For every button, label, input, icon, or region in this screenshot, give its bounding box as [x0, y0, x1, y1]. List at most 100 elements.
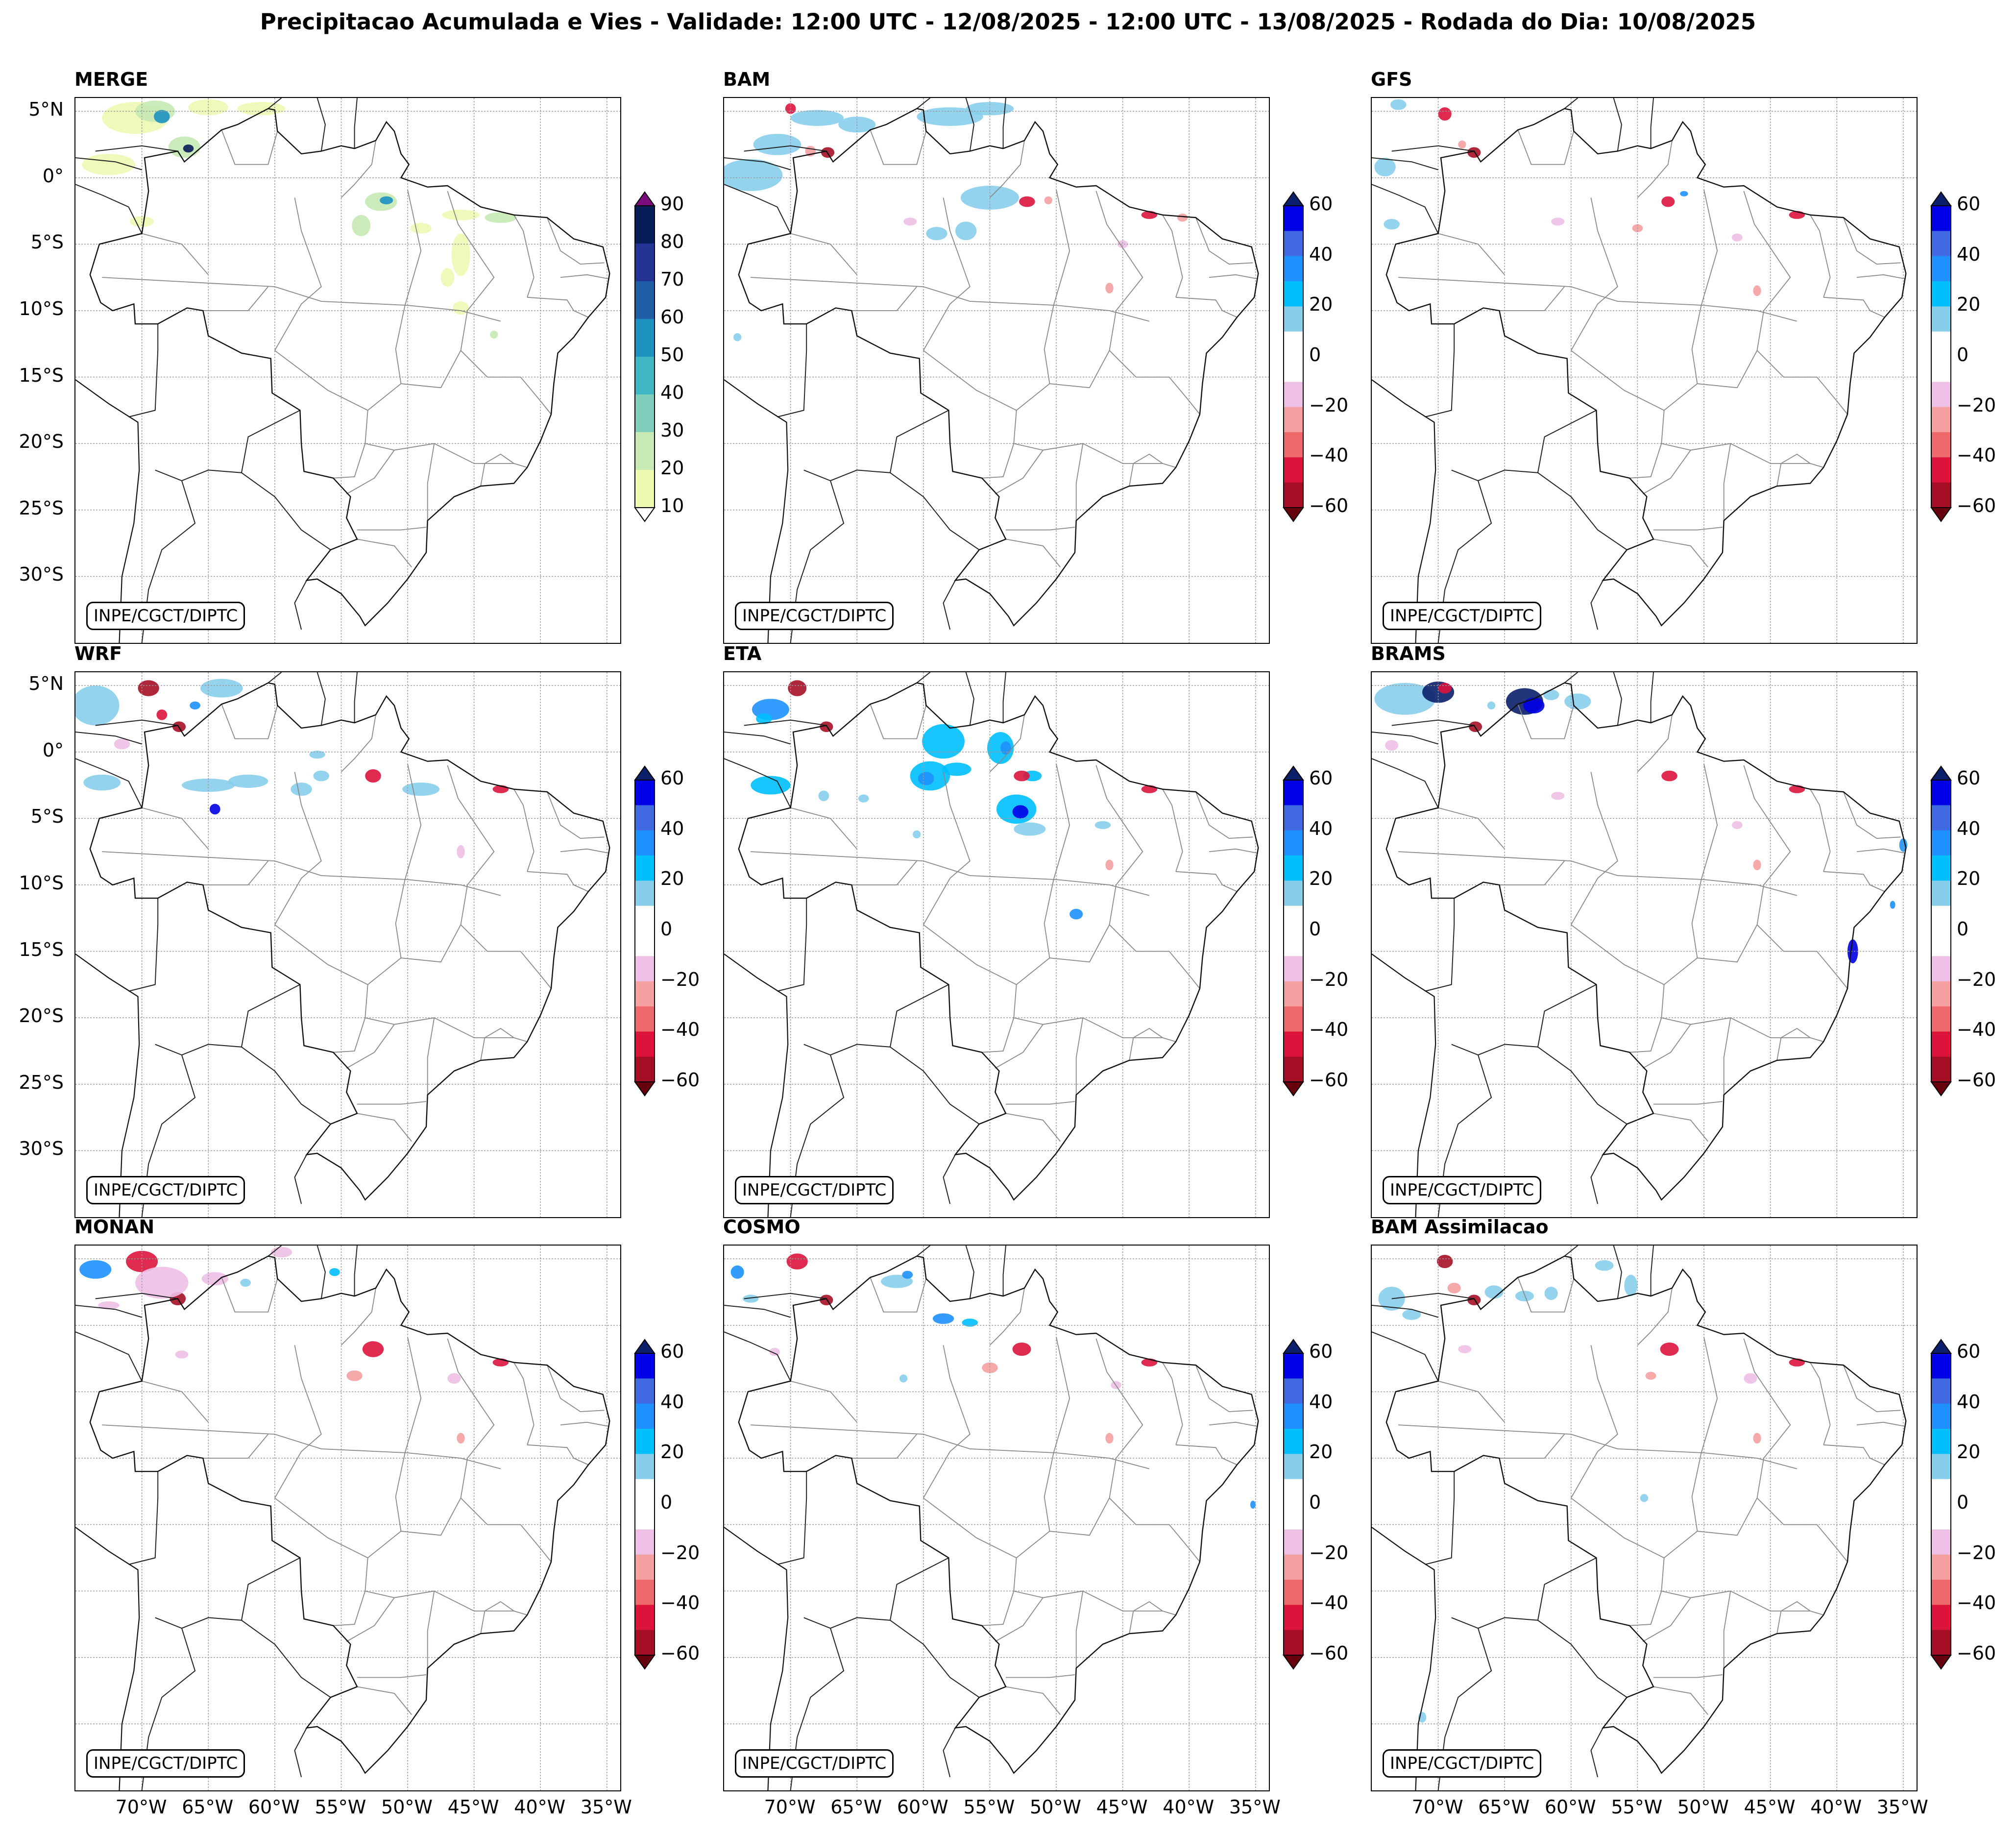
state-boundary	[1013, 924, 1176, 1042]
country-boundary	[316, 672, 326, 726]
country-boundary	[916, 1246, 931, 1257]
precip-field	[1660, 1342, 1679, 1356]
brazil-outline	[738, 682, 1259, 1201]
colorbar-label: 80	[660, 231, 684, 252]
colorbar-segment	[635, 432, 655, 470]
precip-field	[1551, 792, 1565, 800]
country-boundary	[294, 580, 307, 630]
country-boundary	[890, 1619, 980, 1698]
brazil-outline	[1385, 1255, 1907, 1774]
colorbar-segment	[1931, 1353, 1951, 1379]
colorbar-segment	[1284, 256, 1303, 282]
state-boundary	[274, 772, 322, 925]
precip-field	[1012, 1342, 1031, 1356]
precip-field	[903, 218, 917, 226]
colorbar-segment	[635, 1580, 655, 1605]
colorbar-segment	[1284, 206, 1303, 231]
latitude-label: 5°S	[30, 806, 64, 828]
state-boundary	[1629, 443, 1662, 479]
state-boundary	[1209, 274, 1257, 279]
colorbar-label: 20	[660, 457, 684, 479]
country-boundary	[181, 984, 300, 1056]
colorbar-segment	[1931, 856, 1951, 881]
brazil-outline	[89, 108, 610, 627]
precip-field	[200, 679, 243, 698]
colorbar-segment	[635, 394, 655, 433]
colorbar-label: 0	[660, 1492, 673, 1513]
country-boundary	[1391, 145, 1474, 152]
colorbar-segment	[1931, 1378, 1951, 1404]
precip-field	[1014, 770, 1030, 782]
latitude-label: 30°S	[19, 563, 64, 586]
precip-field	[820, 1295, 833, 1306]
state-boundary	[1653, 538, 1708, 567]
country-boundary	[1002, 98, 1006, 149]
precip-field	[447, 1373, 461, 1384]
precip-field	[1661, 770, 1677, 782]
colorbar-segment	[635, 830, 655, 856]
precip-field	[380, 196, 393, 204]
colorbar-under-triangle	[1930, 507, 1952, 522]
colorbar-label: 40	[660, 1391, 684, 1413]
state-boundary	[346, 1024, 395, 1069]
state-boundary	[427, 1591, 435, 1668]
colorbar-segment	[635, 1006, 655, 1032]
colorbar-label: −40	[1957, 1019, 1996, 1041]
latitude-label: 10°S	[19, 872, 64, 894]
state-boundary	[1517, 1277, 1575, 1313]
state-boundary	[1499, 286, 1565, 311]
precip-field	[724, 159, 783, 191]
state-boundary	[1005, 538, 1061, 567]
precip-field	[1467, 1295, 1481, 1306]
longitude-label: 60°W	[897, 1796, 948, 1818]
colorbar-segment	[635, 1479, 655, 1505]
colorbar-segment	[1931, 382, 1951, 408]
pacific-coastline	[724, 1527, 789, 1790]
country-boundary	[241, 1046, 331, 1125]
colorbar-label: −60	[1309, 1069, 1349, 1091]
state-boundary	[982, 443, 1015, 479]
precip-field	[1105, 1433, 1114, 1444]
state-boundary	[1653, 527, 1723, 531]
precip-field	[1732, 233, 1743, 242]
country-boundary	[294, 1154, 307, 1204]
state-boundary	[982, 1017, 1015, 1053]
country-boundary	[181, 1557, 300, 1629]
precip-field	[1044, 196, 1052, 204]
country-boundary	[128, 898, 159, 992]
colorbar-label: 40	[1957, 243, 1981, 265]
precip-field	[1640, 1494, 1649, 1502]
precip-field	[1624, 1274, 1638, 1296]
precip-field	[1523, 697, 1545, 714]
state-boundary	[346, 450, 395, 494]
state-boundary	[1810, 215, 1831, 298]
state-boundary	[1176, 296, 1238, 318]
longitude-label: 45°W	[1096, 1796, 1148, 1818]
state-boundary	[1637, 1288, 1673, 1346]
state-boundary	[1438, 233, 1505, 275]
precip-field	[790, 110, 844, 126]
colorbar-segment	[1931, 1529, 1951, 1555]
colorbar-label: −60	[1309, 1642, 1349, 1664]
colorbar-label: 0	[1309, 1492, 1321, 1513]
colorbar	[634, 191, 656, 522]
colorbar-segment	[1284, 1580, 1303, 1605]
state-boundary	[203, 286, 268, 311]
colorbar-segment	[1931, 1605, 1951, 1631]
colorbar-segment	[1931, 830, 1951, 856]
colorbar-over-triangle	[634, 191, 656, 206]
state-boundary	[1013, 350, 1176, 468]
precip-field	[98, 1301, 120, 1310]
country-boundary	[316, 1246, 326, 1299]
precip-field	[1467, 147, 1481, 158]
map-svg	[75, 672, 620, 1217]
precip-field	[742, 1295, 759, 1303]
colorbar-label: −40	[1957, 1592, 1996, 1614]
longitude-label: 40°W	[1163, 1796, 1214, 1818]
state-boundary	[340, 140, 376, 198]
state-boundary	[1743, 191, 1791, 351]
country-boundary	[1537, 1046, 1627, 1125]
state-boundary	[790, 1380, 857, 1423]
colorbar-segment	[1931, 357, 1951, 382]
state-boundary	[1162, 1362, 1183, 1445]
